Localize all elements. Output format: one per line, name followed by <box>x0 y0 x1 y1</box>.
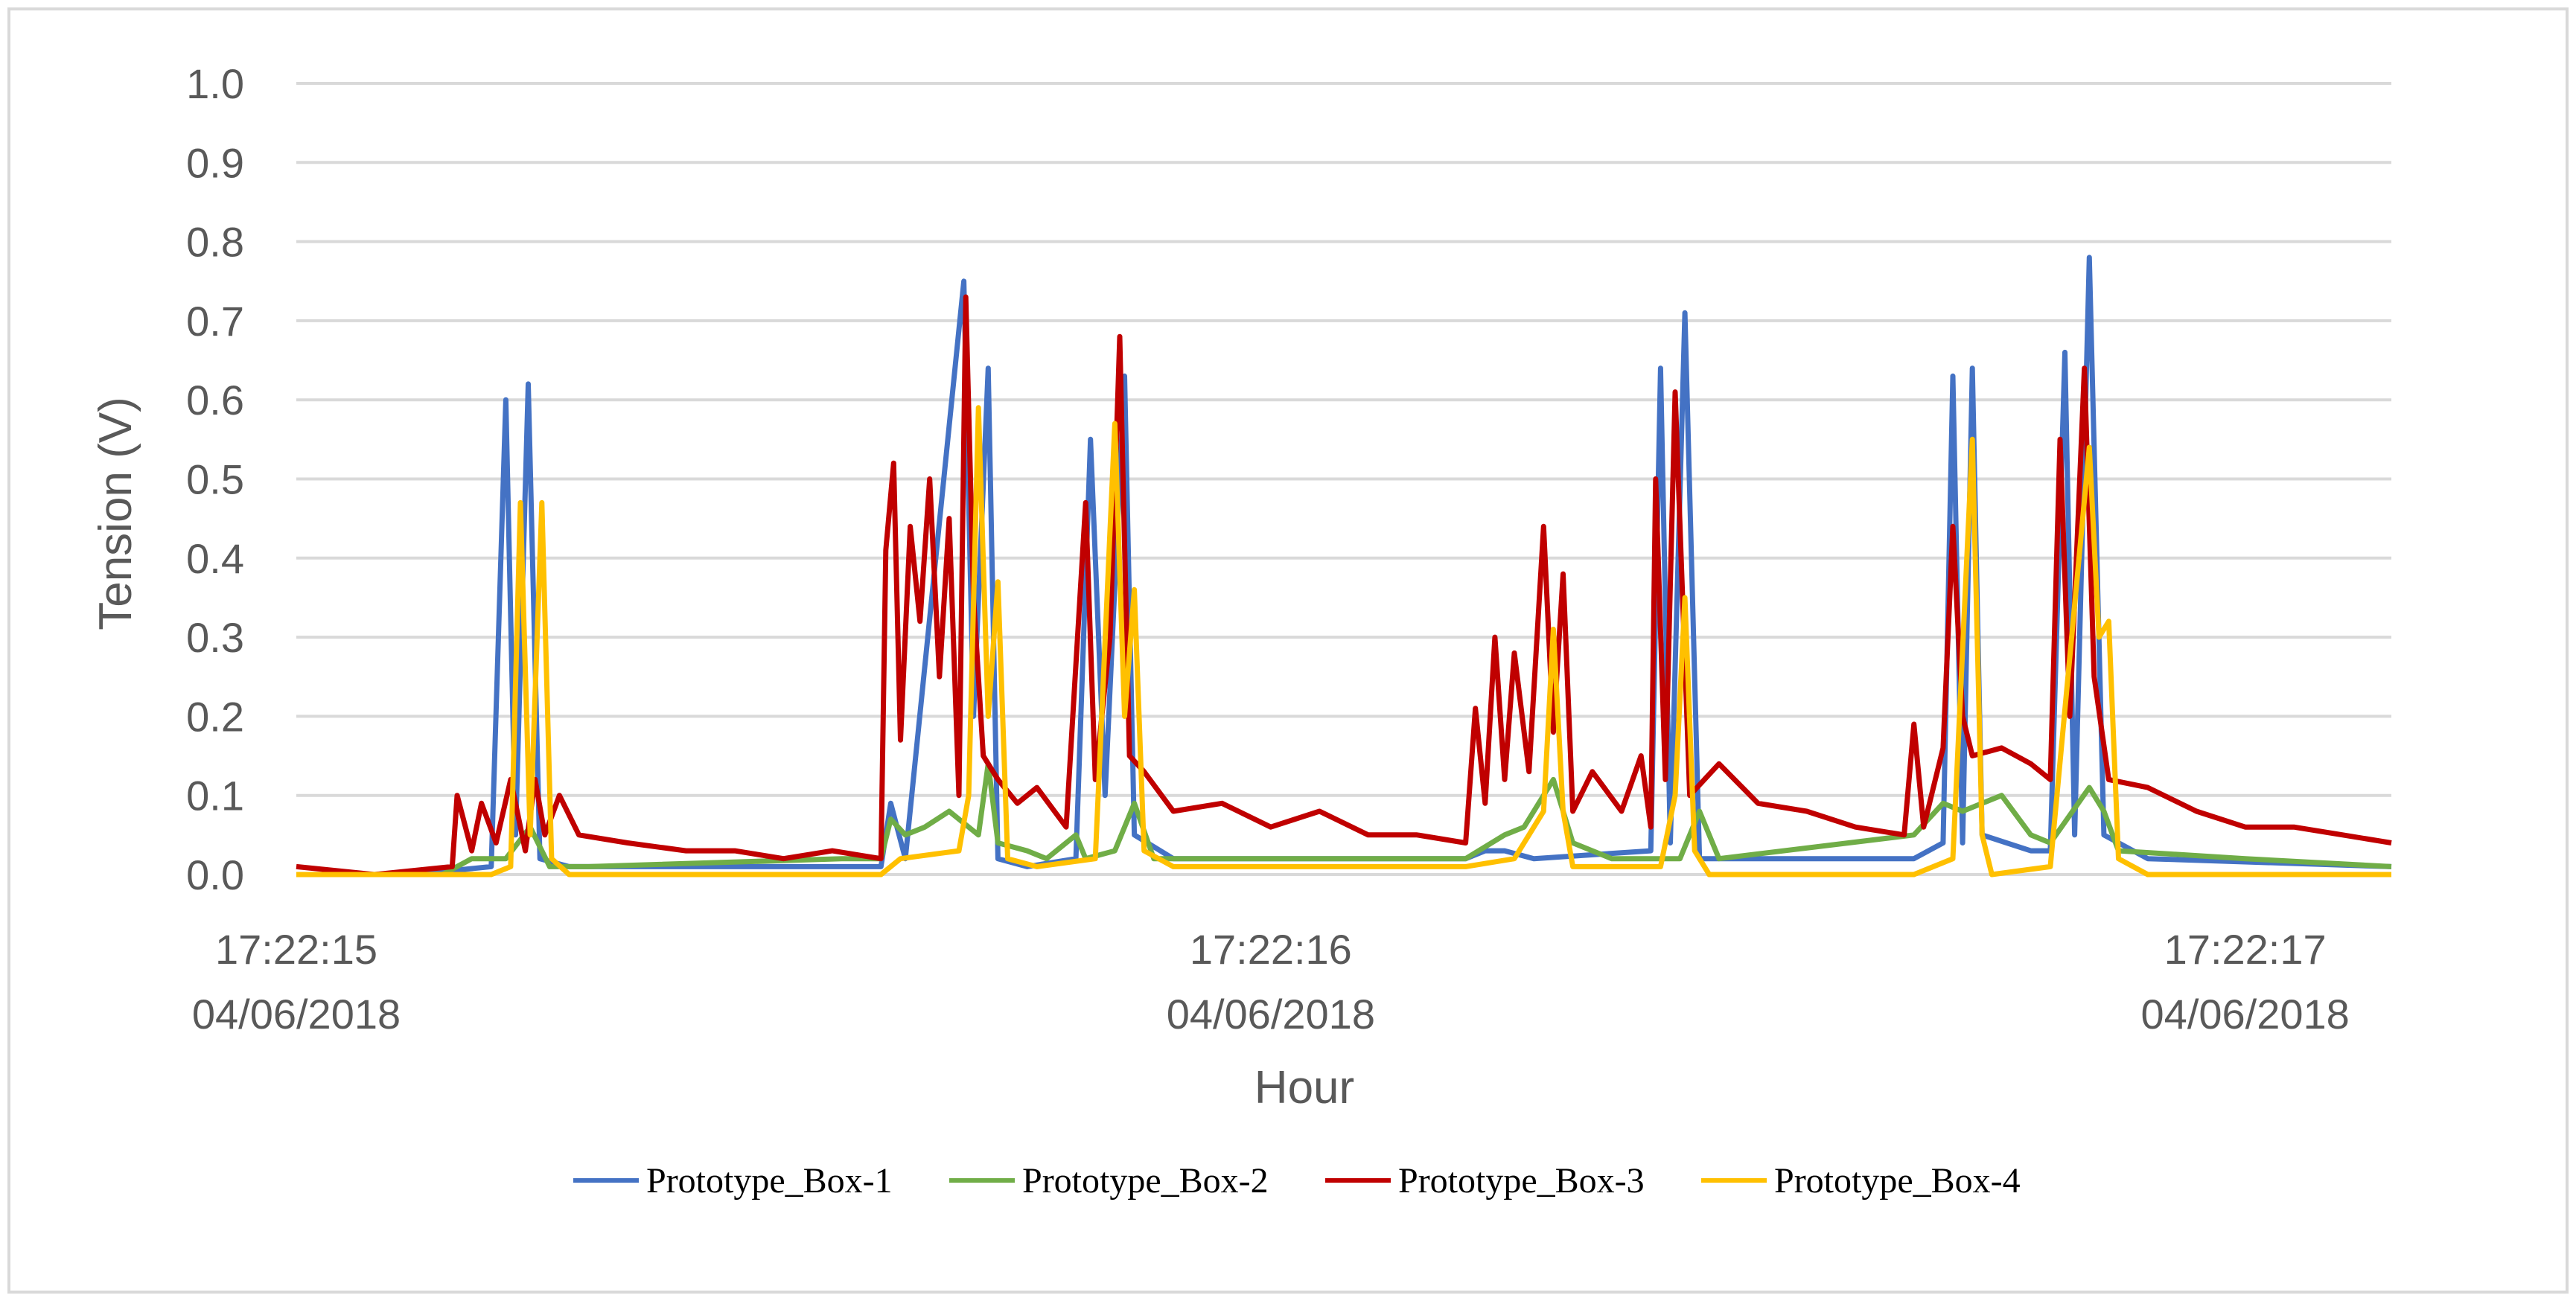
x-axis-title: Hour <box>1254 1062 1354 1113</box>
y-tick-label: 1.0 <box>186 60 244 107</box>
series-line-4 <box>296 405 2391 878</box>
y-tick-label: 0.2 <box>186 693 244 740</box>
y-tick-label: 0.0 <box>186 851 244 898</box>
x-tick-label-time: 17:22:15 <box>215 926 377 973</box>
legend-label-1: Prototype_Box-1 <box>646 1161 893 1201</box>
y-tick-label: 0.1 <box>186 773 244 819</box>
x-tick-label-time: 17:22:17 <box>2164 926 2327 973</box>
y-tick-label: 0.5 <box>186 456 244 503</box>
chart-frame <box>7 7 2569 1294</box>
y-axis-title: Tension (V) <box>90 397 141 630</box>
y-tick-label: 0.7 <box>186 298 244 345</box>
y-tick-label: 0.3 <box>186 614 244 661</box>
x-tick-label-date: 04/06/2018 <box>2141 991 2350 1038</box>
legend-label-2: Prototype_Box-2 <box>1022 1161 1269 1201</box>
series-line-3 <box>296 294 2392 878</box>
x-axis-ticks: 17:22:15 04/06/2018 17:22:16 04/06/2018 17:2… <box>192 926 2350 1038</box>
x-tick-label-date: 04/06/2018 <box>1167 991 1375 1038</box>
legend-label-4: Prototype_Box-4 <box>1774 1161 2021 1201</box>
y-tick-label: 0.6 <box>186 377 244 423</box>
series-lines <box>296 255 2392 878</box>
y-tick-label: 0.4 <box>186 535 244 582</box>
x-tick-label-time: 17:22:16 <box>1190 926 1352 973</box>
y-tick-label: 0.8 <box>186 219 244 266</box>
y-tick-label: 0.9 <box>186 139 244 186</box>
y-axis-ticks: 0.0 0.1 0.2 0.3 0.4 0.5 0.6 0.7 0.8 0.9 1.0 <box>186 60 244 898</box>
x-tick-label-date: 04/06/2018 <box>192 991 401 1038</box>
legend: Prototype_Box-1 Prototype_Box-2 Prototype_… <box>573 1161 2021 1201</box>
legend-label-3: Prototype_Box-3 <box>1398 1161 1645 1201</box>
